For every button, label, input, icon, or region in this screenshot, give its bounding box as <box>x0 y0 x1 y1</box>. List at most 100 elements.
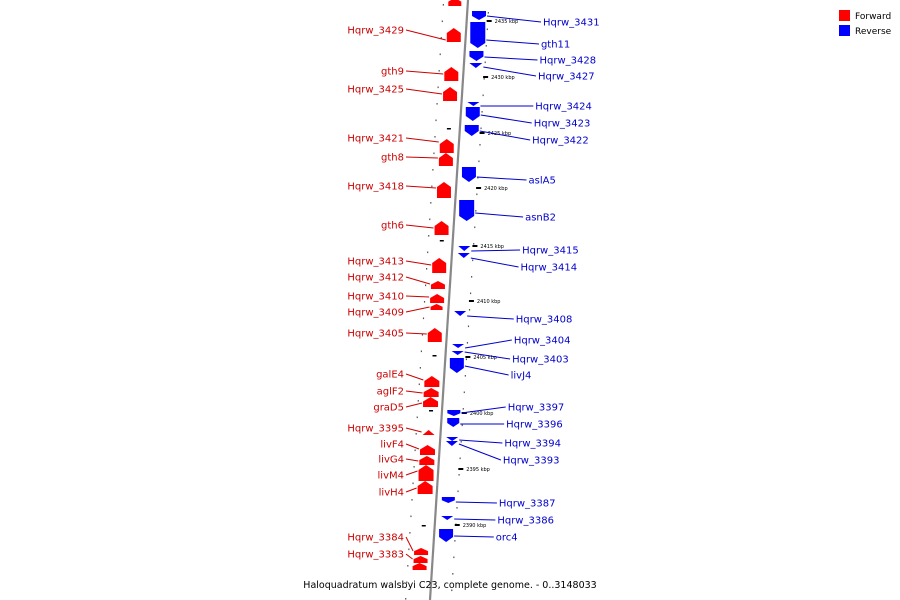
forward-gene-feature <box>430 281 445 289</box>
legend-reverse-label: Reverse <box>855 27 892 37</box>
reverse-gene-label: Hqrw_3397 <box>508 403 565 414</box>
guide-dot <box>430 202 432 204</box>
guide-dot <box>424 284 427 287</box>
gene-leader-line <box>459 439 503 444</box>
guide-dot <box>435 119 437 122</box>
gene-leader-line <box>405 29 446 41</box>
guide-dot <box>474 226 476 229</box>
guide-dot <box>454 540 456 542</box>
scale-tick-label: 2400 kbp <box>470 411 494 417</box>
guide-dot <box>476 193 478 196</box>
forward-gene-feature <box>422 430 435 435</box>
guide-dot <box>464 375 466 377</box>
gene-features <box>412 0 487 570</box>
guide-dot <box>475 210 477 212</box>
forward-gene-label: livM4 <box>378 471 404 482</box>
scale-tick-mark <box>483 76 489 78</box>
reverse-gene-feature <box>459 200 475 221</box>
forward-gene-label: Hqrw_3395 <box>347 424 404 435</box>
gene-leader-line <box>405 295 430 298</box>
guide-dot <box>471 276 473 278</box>
gene-labels: Hqrw_3429 gth9 Hqrw_3425 Hqrw_3421 gth8 Hqrw_… <box>347 15 600 561</box>
forward-gene-label: gth9 <box>381 67 404 78</box>
reverse-gene-label: aslA5 <box>529 176 556 187</box>
minor-tick <box>421 525 426 527</box>
forward-gene-label: livH4 <box>379 488 404 499</box>
reverse-gene-feature <box>457 253 470 258</box>
forward-gene-feature <box>446 28 461 42</box>
forward-gene-label: Hqrw_3410 <box>347 292 404 303</box>
forward-gene-label: livG4 <box>378 455 404 466</box>
reverse-gene-label: Hqrw_3415 <box>522 246 579 257</box>
forward-gene-label: Hqrw_3418 <box>347 182 404 193</box>
minor-tick <box>446 128 451 130</box>
guide-dot <box>434 136 436 138</box>
reverse-gene-label: Hqrw_3423 <box>534 119 591 130</box>
gene-leader-line <box>464 351 511 360</box>
gene-leader-line <box>405 156 438 159</box>
reverse-gene-feature <box>451 351 464 355</box>
forward-gene-feature <box>423 388 439 397</box>
guide-dot <box>437 86 439 89</box>
reverse-gene-feature <box>469 63 483 68</box>
reverse-gene-feature <box>461 167 476 182</box>
scale-tick-label: 2405 kbp <box>473 355 497 361</box>
guide-dot <box>484 61 486 64</box>
gene-leader-line <box>465 339 512 349</box>
scale-tick-label: 2435 kbp <box>495 19 519 25</box>
guide-dot <box>452 573 454 575</box>
gene-leader-line <box>480 114 532 124</box>
dotted-guides <box>405 4 489 600</box>
guide-dot <box>479 144 481 146</box>
forward-gene-label: Hqrw_3425 <box>347 85 404 96</box>
guide-dot <box>463 391 465 394</box>
guide-dot <box>451 589 453 592</box>
gene-leader-line <box>405 536 414 552</box>
guide-dot <box>431 185 433 188</box>
reverse-gene-feature <box>441 497 455 503</box>
gene-leader-line <box>405 470 418 476</box>
gene-leader-line <box>461 406 506 414</box>
reverse-gene-label: livJ4 <box>511 371 532 382</box>
forward-gene-feature <box>432 258 447 273</box>
reverse-gene-feature <box>439 529 454 542</box>
reverse-gene-feature <box>469 51 484 61</box>
forward-gene-label: gth8 <box>381 153 404 164</box>
scale-tick-label: 2395 kbp <box>466 467 490 473</box>
gene-leader-line <box>405 553 413 560</box>
gene-leader-line <box>467 315 514 320</box>
guide-dot <box>411 499 413 501</box>
gene-leader-line <box>484 56 538 61</box>
gene-leader-line <box>455 501 497 504</box>
reverse-gene-label: gth11 <box>541 40 570 51</box>
reverse-gene-feature <box>447 418 460 427</box>
forward-gene-feature <box>439 139 454 153</box>
reverse-gene-label: Hqrw_3393 <box>503 456 560 467</box>
minor-tick <box>439 240 444 242</box>
guide-dot <box>462 408 464 410</box>
reverse-gene-label: orc4 <box>496 533 518 544</box>
forward-gene-label: Hqrw_3413 <box>347 257 404 268</box>
guide-dot <box>407 565 409 567</box>
guide-dot <box>486 28 488 31</box>
reverse-gene-feature <box>446 437 459 441</box>
guide-dot <box>483 78 485 80</box>
forward-gene-feature <box>418 465 434 481</box>
guide-dot <box>440 37 442 39</box>
forward-gene-feature <box>413 556 428 563</box>
guide-dot <box>415 433 417 435</box>
reverse-gene-label: Hqrw_3424 <box>535 102 592 113</box>
forward-gene-label: Hqrw_3429 <box>347 26 404 37</box>
reverse-gene-feature <box>454 311 467 316</box>
guide-dot <box>427 251 429 254</box>
genome-axis <box>428 0 470 600</box>
reverse-gene-feature <box>449 358 464 373</box>
scale-tick-mark <box>479 132 485 134</box>
guide-dot <box>461 424 463 427</box>
forward-gene-label: Hqrw_3421 <box>347 134 404 145</box>
guide-dot <box>478 160 480 163</box>
scale-tick-mark <box>472 245 478 247</box>
reverse-gene-feature <box>472 11 487 20</box>
reverse-gene-label: Hqrw_3394 <box>504 439 561 450</box>
gene-leader-line <box>405 390 423 394</box>
